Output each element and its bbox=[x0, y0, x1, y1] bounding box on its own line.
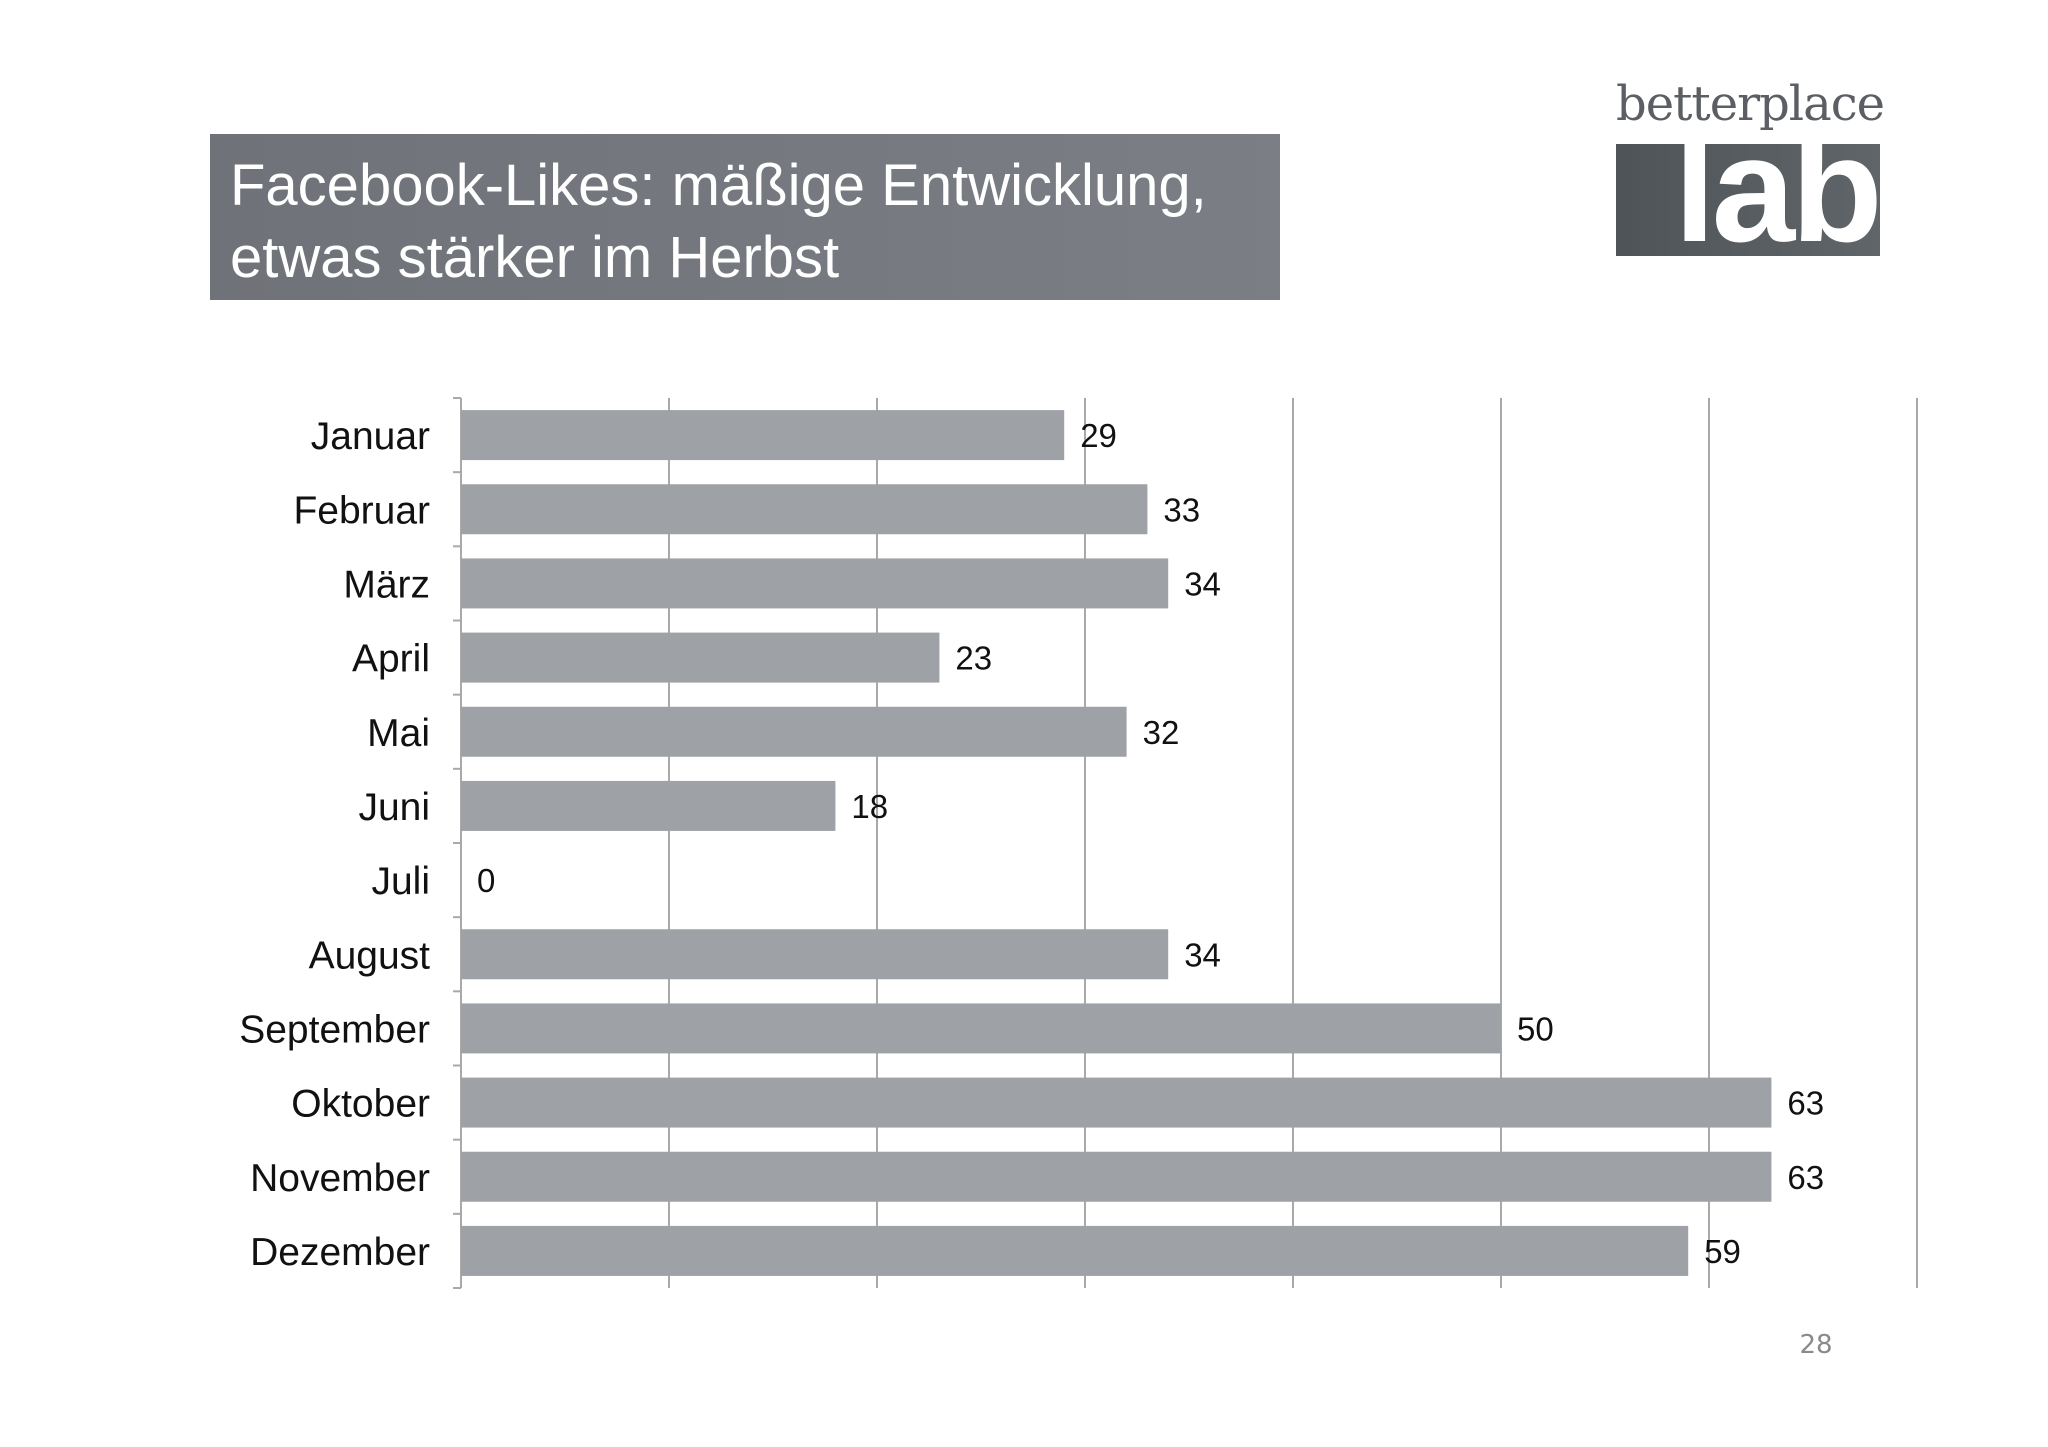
data-label: 29 bbox=[1080, 417, 1117, 454]
bar bbox=[461, 1003, 1501, 1054]
data-label: 33 bbox=[1163, 491, 1200, 528]
slide-title-line-1: Facebook-Likes: mäßige Entwicklung, bbox=[230, 153, 1207, 218]
data-label: 63 bbox=[1787, 1159, 1824, 1196]
bar bbox=[461, 410, 1065, 461]
bar bbox=[461, 706, 1127, 757]
logo-wordmark-top: betterplace bbox=[1616, 76, 1885, 132]
category-label: Oktober bbox=[291, 1083, 430, 1126]
bar bbox=[461, 1077, 1772, 1128]
data-label: 50 bbox=[1517, 1010, 1554, 1047]
betterplace-lab-logo: betterplace lab bbox=[1616, 76, 1885, 258]
data-label: 32 bbox=[1143, 714, 1180, 751]
data-label: 34 bbox=[1184, 936, 1221, 973]
bar bbox=[461, 1151, 1772, 1202]
logo-wordmark-bottom: lab bbox=[1674, 144, 1880, 256]
bar bbox=[461, 780, 836, 831]
slide-title-line-2: etwas stärker im Herbst bbox=[230, 225, 840, 290]
logo-block: lab bbox=[1616, 144, 1880, 256]
bar bbox=[461, 484, 1148, 535]
data-label: 34 bbox=[1184, 565, 1221, 602]
category-label: Juli bbox=[371, 860, 430, 903]
bar bbox=[461, 558, 1169, 609]
category-label: Februar bbox=[293, 489, 430, 532]
data-label: 0 bbox=[477, 862, 495, 899]
category-label: April bbox=[352, 638, 430, 681]
category-label: Dezember bbox=[250, 1231, 430, 1274]
category-label: November bbox=[250, 1157, 430, 1200]
slide-title: Facebook-Likes: mäßige Entwicklung, etwa… bbox=[210, 134, 1280, 300]
data-label: 18 bbox=[851, 788, 888, 825]
category-label: Januar bbox=[311, 415, 430, 458]
category-label: August bbox=[309, 934, 431, 977]
data-label: 63 bbox=[1787, 1085, 1824, 1122]
data-label: 23 bbox=[955, 640, 992, 677]
page-number: 28 bbox=[1799, 1330, 1833, 1360]
category-label: Mai bbox=[367, 712, 430, 755]
category-label: Juni bbox=[358, 786, 430, 829]
data-label: 59 bbox=[1704, 1233, 1741, 1270]
bar bbox=[461, 632, 940, 683]
bar bbox=[461, 929, 1169, 980]
bar bbox=[461, 1225, 1689, 1276]
category-label: März bbox=[343, 563, 430, 606]
category-label: September bbox=[239, 1008, 430, 1051]
